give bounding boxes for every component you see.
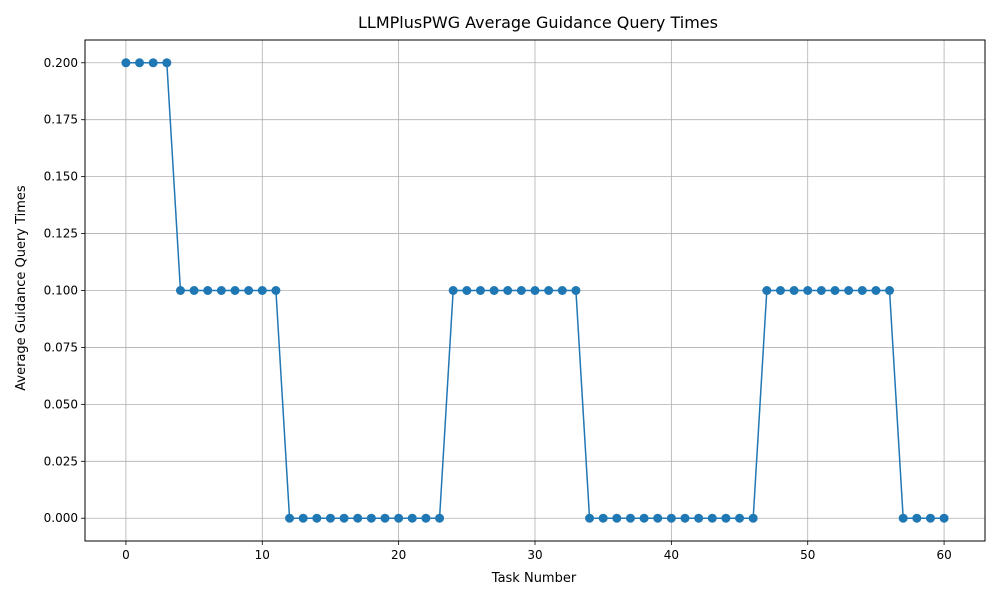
y-tick-label: 0.125	[44, 227, 78, 241]
x-tick-label: 20	[391, 548, 406, 562]
data-point	[407, 513, 417, 523]
data-point	[939, 513, 949, 523]
x-tick-label: 10	[255, 548, 270, 562]
y-tick-label: 0.075	[44, 340, 78, 354]
data-point	[489, 286, 499, 295]
chart-title: LLMPlusPWG Average Guidance Query Times	[358, 13, 718, 32]
data-point	[353, 513, 363, 523]
data-point	[871, 286, 881, 295]
x-tick-label: 60	[936, 548, 951, 562]
data-point	[435, 513, 445, 523]
y-tick-label: 0.050	[44, 397, 78, 411]
data-point	[135, 58, 145, 68]
data-point	[775, 286, 785, 295]
data-point	[789, 286, 799, 295]
data-point	[339, 513, 349, 523]
data-point	[762, 286, 772, 295]
data-point	[203, 286, 213, 295]
data-point	[885, 286, 895, 295]
data-point	[571, 286, 581, 295]
data-point	[421, 513, 431, 523]
y-tick-label: 0.200	[44, 56, 78, 70]
data-point	[503, 286, 513, 295]
data-point	[244, 286, 254, 295]
data-point	[175, 286, 185, 295]
data-point	[148, 58, 158, 68]
data-point	[625, 513, 635, 523]
data-point	[653, 513, 663, 523]
data-point	[925, 513, 935, 523]
x-tick-label: 30	[527, 548, 542, 562]
data-point	[857, 286, 867, 295]
data-point	[912, 513, 922, 523]
data-point	[475, 286, 485, 295]
data-point	[312, 513, 322, 523]
data-point	[189, 286, 199, 295]
x-tick-label: 0	[122, 548, 130, 562]
data-point	[298, 513, 308, 523]
data-point	[721, 513, 731, 523]
data-point	[639, 513, 649, 523]
data-point	[680, 513, 690, 523]
data-point	[598, 513, 608, 523]
data-points	[121, 58, 949, 523]
data-point	[394, 513, 404, 523]
y-axis-label: Average Guidance Query Times	[14, 185, 29, 391]
data-point	[816, 286, 826, 295]
data-point	[557, 286, 567, 295]
data-point	[325, 513, 335, 523]
data-point	[516, 286, 526, 295]
data-point	[285, 513, 295, 523]
x-axis-label: Task Number	[491, 571, 577, 586]
data-point	[707, 513, 717, 523]
data-point	[216, 286, 226, 295]
data-point	[121, 58, 131, 68]
data-point	[735, 513, 745, 523]
data-point	[612, 513, 622, 523]
data-point	[162, 58, 172, 68]
x-tick-label: 50	[800, 548, 815, 562]
x-tick-label: 40	[664, 548, 679, 562]
data-point	[585, 513, 595, 523]
y-tick-label: 0.025	[44, 454, 78, 468]
data-point	[271, 286, 281, 295]
data-point	[462, 286, 472, 295]
data-point	[844, 286, 854, 295]
data-point	[748, 513, 758, 523]
y-axis-ticks: 0.000 0.025 0.050 0.075 0.100 0.125 0.150 0.175…	[44, 56, 85, 525]
data-point	[366, 513, 376, 523]
data-point	[694, 513, 704, 523]
data-point	[666, 513, 676, 523]
data-point	[530, 286, 540, 295]
data-point	[830, 286, 840, 295]
data-point	[544, 286, 554, 295]
data-point	[803, 286, 813, 295]
y-tick-label: 0.150	[44, 170, 78, 184]
data-point	[898, 513, 908, 523]
data-point	[448, 286, 458, 295]
y-tick-label: 0.000	[44, 511, 78, 525]
data-point	[230, 286, 240, 295]
y-tick-label: 0.175	[44, 113, 78, 127]
x-axis-ticks: 0 10 20 30 40 50 60	[122, 541, 952, 562]
data-point	[257, 286, 267, 295]
data-point	[380, 513, 390, 523]
y-tick-label: 0.100	[44, 284, 78, 298]
